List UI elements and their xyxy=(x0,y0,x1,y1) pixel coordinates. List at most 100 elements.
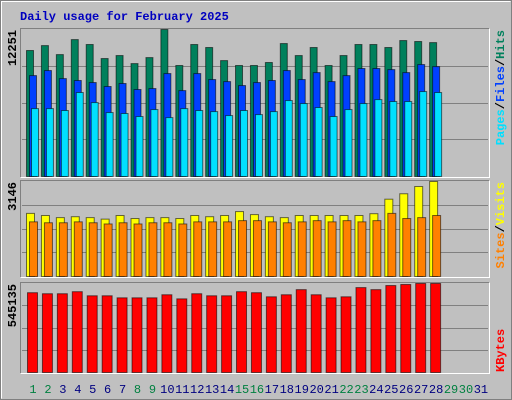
bar xyxy=(372,220,382,277)
bar xyxy=(223,221,233,277)
x-tick-label: 3 xyxy=(59,383,66,397)
bar xyxy=(310,294,322,373)
bar xyxy=(269,111,278,177)
bar xyxy=(193,221,203,277)
x-tick-label: 25 xyxy=(384,383,398,397)
bar xyxy=(31,108,39,177)
bar xyxy=(327,221,337,277)
bar xyxy=(60,110,69,177)
panel-bevel xyxy=(20,180,490,278)
bar xyxy=(357,221,367,277)
bar xyxy=(105,112,114,177)
bar xyxy=(254,114,263,177)
bar xyxy=(71,291,83,374)
bar xyxy=(41,293,53,373)
x-tick-label: 13 xyxy=(205,383,219,397)
x-tick-label: 20 xyxy=(309,383,323,397)
bar xyxy=(116,297,128,373)
bar xyxy=(314,107,323,177)
bar xyxy=(90,102,99,177)
bar xyxy=(195,110,204,177)
bar xyxy=(280,294,292,373)
bar xyxy=(325,297,337,373)
bar xyxy=(88,222,98,277)
bar xyxy=(267,221,277,277)
legend-entry: Sites xyxy=(494,232,508,268)
x-tick-label: 2 xyxy=(44,383,51,397)
legend: KBytes xyxy=(494,329,508,372)
bar xyxy=(150,109,159,177)
bar xyxy=(135,116,144,177)
bar xyxy=(225,115,234,177)
x-tick-label: 15 xyxy=(235,383,249,397)
bar xyxy=(118,222,128,277)
bar xyxy=(103,223,113,278)
bar xyxy=(402,218,412,278)
bar xyxy=(73,221,83,277)
bar xyxy=(163,222,173,277)
bar xyxy=(404,101,413,177)
x-tick-label: 31 xyxy=(474,383,488,397)
bar xyxy=(387,212,397,277)
bar xyxy=(312,220,322,277)
x-tick-label: 22 xyxy=(339,383,353,397)
bar xyxy=(284,100,293,177)
x-tick-label: 24 xyxy=(369,383,383,397)
bar xyxy=(434,92,443,177)
bar xyxy=(208,221,218,277)
bar xyxy=(417,217,427,278)
bar xyxy=(176,298,188,373)
bar xyxy=(236,291,248,374)
bar xyxy=(27,292,38,373)
bar xyxy=(210,111,219,177)
bar xyxy=(299,103,308,177)
bar xyxy=(419,91,428,177)
bar xyxy=(389,101,398,177)
panel-bevel xyxy=(20,282,490,374)
bar xyxy=(120,113,129,177)
panel-bevel xyxy=(20,28,490,178)
bar xyxy=(297,221,307,277)
legend-separator: / xyxy=(494,59,508,66)
x-tick-label: 29 xyxy=(444,383,458,397)
y-tick-label: 3146 xyxy=(6,182,20,211)
bar xyxy=(45,108,54,177)
panel-bevel xyxy=(20,180,490,278)
x-tick-label: 9 xyxy=(149,383,156,397)
bar xyxy=(206,295,218,373)
y-tick-label: 545135 xyxy=(6,284,20,327)
bar xyxy=(221,295,233,373)
legend-separator: / xyxy=(494,225,508,232)
chart-title: Daily usage for February 2025 xyxy=(20,10,229,24)
bar xyxy=(342,220,352,277)
bar xyxy=(355,287,367,374)
bar xyxy=(370,289,382,373)
x-tick-label: 11 xyxy=(175,383,189,397)
x-tick-label: 30 xyxy=(459,383,473,397)
bar xyxy=(86,295,98,373)
x-tick-label: 26 xyxy=(399,383,413,397)
bar xyxy=(252,220,262,277)
y-tick-label: 12251 xyxy=(6,30,20,66)
x-tick-label: 8 xyxy=(134,383,141,397)
x-tick-label: 10 xyxy=(160,383,174,397)
bar xyxy=(29,221,38,277)
bar xyxy=(432,215,442,277)
bar xyxy=(178,223,188,278)
x-tick-label: 1 xyxy=(29,383,36,397)
legend-entry: Files xyxy=(494,66,508,102)
x-tick-label: 5 xyxy=(89,383,96,397)
bar xyxy=(133,223,143,278)
legend: Pages/Files/Hits xyxy=(494,30,508,145)
x-tick-label: 27 xyxy=(414,383,428,397)
legend-entry: Visits xyxy=(494,182,508,225)
bar xyxy=(161,294,173,373)
panel-bevel xyxy=(20,28,490,178)
bar xyxy=(400,284,412,374)
x-tick-label: 18 xyxy=(280,383,294,397)
x-tick-label: 12 xyxy=(190,383,204,397)
bar xyxy=(131,297,143,373)
bar xyxy=(191,293,203,373)
